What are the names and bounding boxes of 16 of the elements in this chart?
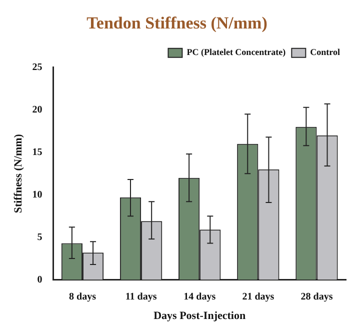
x-tick-label: 11 days bbox=[125, 291, 157, 302]
x-tick-label: 21 days bbox=[242, 291, 274, 302]
legend-label: PC (Platelet Concentrate) bbox=[186, 47, 286, 58]
y-tick-label: 10 bbox=[32, 189, 42, 200]
x-tick-label: 8 days bbox=[69, 291, 96, 302]
y-tick-label: 5 bbox=[37, 232, 42, 243]
x-tick-label: 28 days bbox=[300, 291, 333, 302]
x-axis-title: Days Post-Injection bbox=[154, 310, 246, 322]
y-tick-label: 0 bbox=[37, 274, 42, 286]
y-tick-label: 15 bbox=[32, 146, 42, 158]
y-tick-label: 20 bbox=[32, 104, 42, 116]
x-tick-label: 14 days bbox=[184, 291, 216, 302]
chart-title: Tendon Stiffness (N/mm) bbox=[86, 14, 268, 33]
legend-label: Control bbox=[310, 47, 340, 58]
y-tick-label: 25 bbox=[32, 62, 42, 73]
y-axis-title: Stiffness (N/mm) bbox=[12, 134, 24, 214]
